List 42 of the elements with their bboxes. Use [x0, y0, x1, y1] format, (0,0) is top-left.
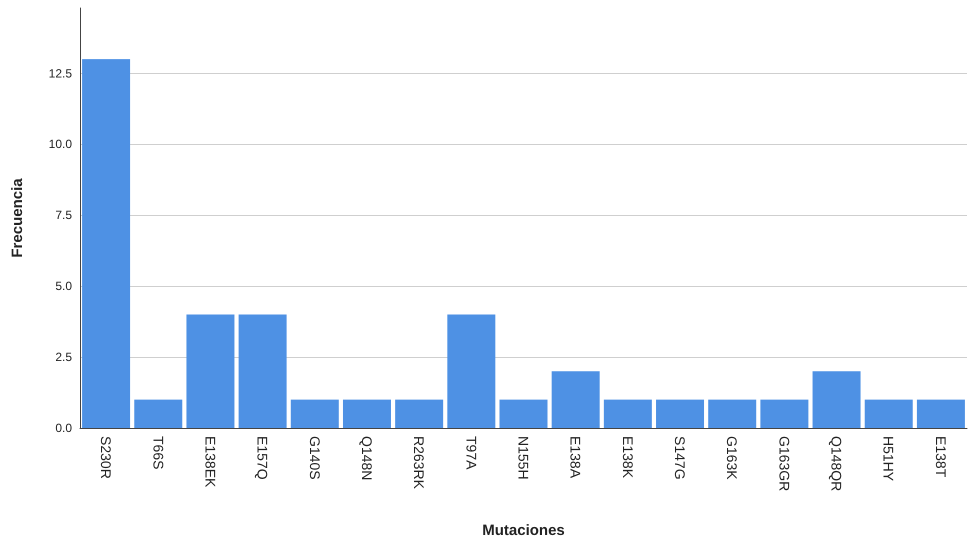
x-tick-label: T97A — [463, 436, 480, 470]
x-tick-label: H51HY — [880, 436, 897, 482]
y-axis-title: Frecuencia — [9, 178, 26, 258]
y-tick-label: 10.0 — [48, 137, 72, 152]
y-tick-label: 0.0 — [55, 421, 72, 435]
bar — [500, 400, 548, 428]
bar — [604, 400, 652, 428]
x-tick-label: T66S — [150, 436, 166, 470]
x-tick-label: E138A — [568, 436, 584, 479]
bar — [82, 59, 130, 428]
x-tick-label: G163GR — [776, 436, 792, 492]
bar — [447, 314, 496, 428]
bar — [134, 400, 182, 428]
bar — [290, 400, 339, 428]
x-axis-title: Mutaciones — [482, 522, 565, 539]
y-tick-label: 2.5 — [55, 350, 72, 364]
x-tick-label: Q148N — [358, 436, 375, 480]
bar — [916, 400, 965, 428]
x-tick-label: G140S — [306, 436, 323, 480]
y-tick-label: 12.5 — [48, 66, 72, 80]
y-tick-label: 5.0 — [55, 279, 72, 294]
bar — [342, 400, 391, 428]
x-tick-label: R263RK — [411, 436, 428, 490]
bar — [864, 400, 913, 428]
x-tick-label: G163K — [724, 436, 740, 480]
x-tick-label: N155H — [516, 436, 532, 480]
x-tick-label: Q148QR — [828, 436, 845, 492]
bar — [760, 400, 808, 428]
bar — [656, 400, 704, 428]
x-tick-label: S230R — [98, 436, 114, 479]
bar — [186, 314, 234, 428]
bar — [238, 314, 287, 428]
x-tick-label: E157Q — [254, 436, 271, 480]
y-tick-label: 7.5 — [55, 208, 72, 222]
x-tick-label: E138EK — [202, 436, 218, 488]
x-tick-label: E138K — [620, 436, 636, 479]
bar — [812, 371, 861, 428]
bar — [708, 400, 756, 428]
bar — [395, 400, 444, 428]
bar — [552, 371, 600, 428]
x-tick-label: S147G — [672, 436, 688, 480]
x-tick-label: E138T — [932, 436, 949, 478]
